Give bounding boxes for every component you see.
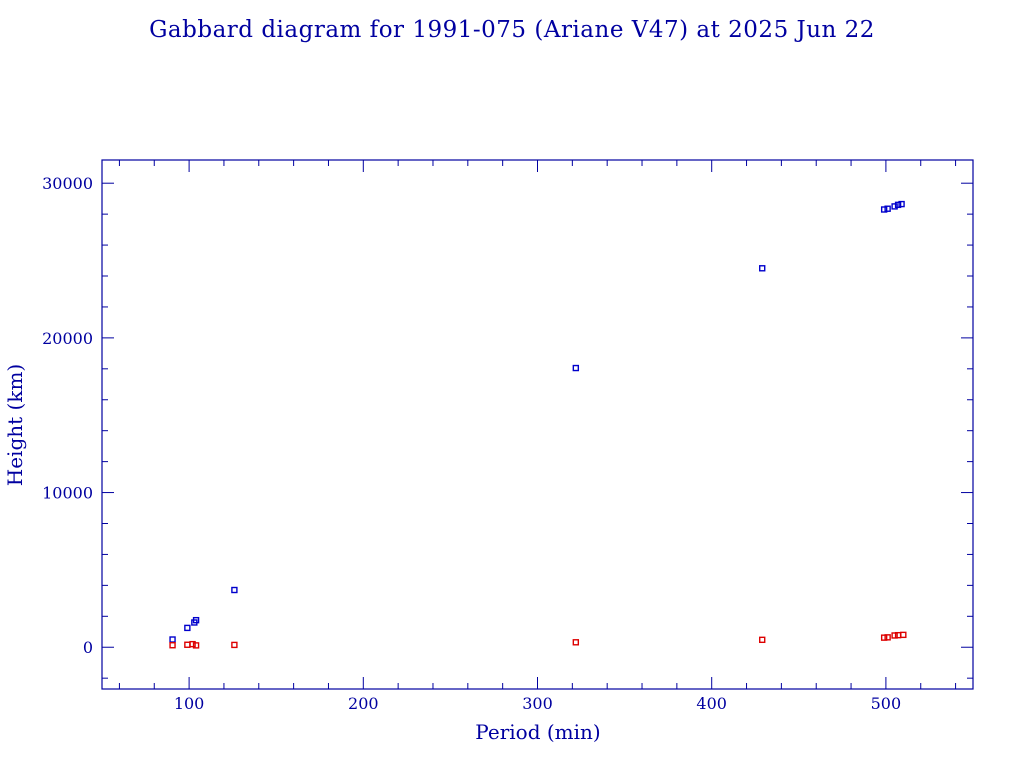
- data-point: [231, 586, 238, 594]
- y-tick-label: 30000: [42, 174, 93, 193]
- data-point: [759, 636, 766, 644]
- data-point: [231, 641, 238, 649]
- y-tick-label: 0: [83, 638, 93, 657]
- data-point: [169, 636, 176, 643]
- data-point: [884, 634, 891, 641]
- data-point: [572, 364, 580, 372]
- x-tick-label: 500: [871, 694, 902, 713]
- x-tick-label: 100: [174, 694, 205, 713]
- y-tick-label: 10000: [42, 484, 93, 503]
- data-point: [184, 624, 191, 632]
- data-point: [894, 201, 902, 209]
- data-point: [192, 642, 200, 649]
- data-point: [169, 642, 176, 649]
- x-tick-label: 200: [348, 694, 379, 713]
- data-point: [891, 203, 898, 210]
- data-points: [169, 200, 907, 649]
- data-point: [898, 200, 905, 208]
- data-point: [189, 640, 196, 648]
- y-axis-label: Height (km): [3, 364, 27, 486]
- x-tick-label: 300: [522, 694, 553, 713]
- y-tick-label: 20000: [42, 329, 93, 348]
- data-point: [891, 632, 898, 639]
- data-point: [572, 639, 580, 646]
- data-point: [880, 206, 888, 213]
- plot-frame: [101, 159, 974, 690]
- x-axis-label: Period (min): [475, 720, 600, 744]
- data-point: [884, 205, 891, 212]
- y-tick-labels: 0 10000 20000 30000: [42, 174, 93, 657]
- data-point: [192, 616, 200, 624]
- x-tick-label: 400: [696, 694, 727, 713]
- data-point: [759, 265, 766, 272]
- data-point: [184, 641, 191, 648]
- data-point: [900, 631, 907, 639]
- chart-title: Gabbard diagram for 1991-075 (Ariane V47…: [149, 17, 875, 43]
- data-point: [880, 634, 888, 641]
- axis-ticks: [102, 160, 973, 689]
- x-tick-labels: 100 200 300 400 500: [174, 694, 901, 713]
